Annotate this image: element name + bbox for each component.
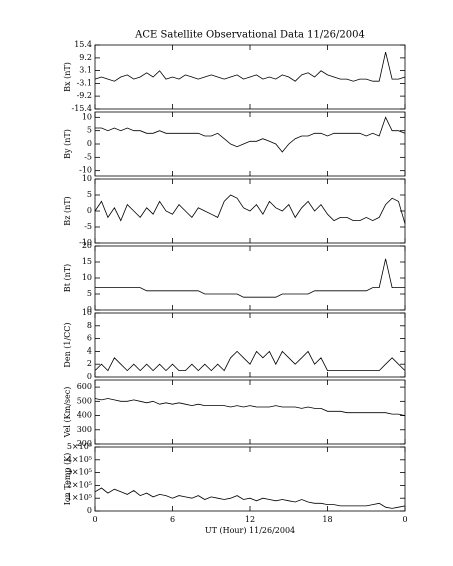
- y-tick-label: 0: [87, 305, 92, 314]
- y-tick-label: -15.4: [71, 104, 92, 113]
- y-axis-label: Ion Temp (K): [63, 453, 72, 506]
- y-tick-label: -5: [84, 222, 92, 231]
- data-line: [95, 258, 405, 298]
- plot-frame: [94, 111, 406, 177]
- plot-frame: [94, 245, 406, 311]
- data-line: [95, 116, 406, 153]
- y-tick-label: 2: [87, 359, 92, 368]
- data-line: [94, 398, 406, 416]
- y-tick-label: 10: [82, 112, 92, 121]
- x-tick-label: 6: [170, 515, 175, 524]
- x-tick-label: 0: [92, 515, 97, 524]
- y-tick-label: 4×10⁵: [67, 455, 92, 464]
- y-tick-label: -3.1: [77, 78, 92, 87]
- y-tick-label: 1×10⁵: [67, 493, 92, 502]
- y-tick-label: 5: [87, 190, 92, 199]
- y-axis-label: Vel (Km/sec): [63, 387, 72, 439]
- plot-frame: [94, 312, 406, 378]
- y-tick-label: 3.1: [79, 66, 92, 75]
- y-tick-label: 600: [77, 382, 92, 391]
- y-axis-label: Den (1/CC): [63, 322, 72, 367]
- y-axis-label: Bx (nT): [63, 62, 72, 92]
- plot-frame: [94, 379, 406, 445]
- y-axis-label: Bz (nT): [63, 196, 72, 225]
- y-tick-label: 500: [77, 396, 92, 405]
- chart-title: ACE Satellite Observational Data 11/26/2…: [134, 30, 365, 41]
- y-tick-label: 10: [82, 273, 92, 282]
- y-tick-label: -9.2: [77, 91, 92, 100]
- y-tick-label: -10: [79, 238, 92, 247]
- y-tick-label: 400: [77, 411, 92, 420]
- y-tick-label: 10: [82, 308, 92, 317]
- y-tick-label: -5: [84, 152, 92, 161]
- y-tick-label: 0: [87, 206, 92, 215]
- y-tick-label: 5: [87, 126, 92, 135]
- y-tick-label: 200: [77, 439, 92, 448]
- data-line: [94, 52, 406, 82]
- x-axis-label: UT (Hour) 11/26/2004: [205, 526, 295, 535]
- data-line: [94, 487, 406, 509]
- y-axis-label: By (nT): [63, 129, 72, 159]
- plot-frame: [94, 446, 406, 512]
- y-tick-label: 4: [87, 346, 92, 355]
- y-tick-label: 10: [82, 174, 92, 183]
- y-tick-label: 300: [77, 425, 92, 434]
- data-line: [94, 350, 406, 372]
- y-tick-label: 0: [87, 372, 92, 381]
- y-axis-label: Bt (nT): [63, 264, 72, 292]
- y-tick-label: 6: [87, 334, 92, 343]
- y-tick-label: 0: [87, 139, 92, 148]
- y-tick-label: 15.4: [74, 40, 92, 49]
- x-tick-label: 18: [322, 515, 332, 524]
- y-tick-label: 3×10⁵: [67, 468, 92, 477]
- y-tick-label: 0: [87, 506, 92, 515]
- y-tick-label: 15: [82, 257, 92, 266]
- y-tick-label: 2×10⁵: [67, 480, 92, 489]
- y-tick-label: 9.2: [79, 53, 92, 62]
- y-tick-label: -10: [79, 166, 92, 175]
- y-tick-label: 20: [82, 241, 92, 250]
- data-line: [94, 194, 406, 224]
- y-tick-label: 5: [87, 289, 92, 298]
- x-tick-label: 12: [245, 515, 255, 524]
- x-tick-label: 0: [402, 515, 407, 524]
- y-tick-label: 8: [87, 321, 92, 330]
- y-tick-label: 5×10⁵: [67, 442, 92, 451]
